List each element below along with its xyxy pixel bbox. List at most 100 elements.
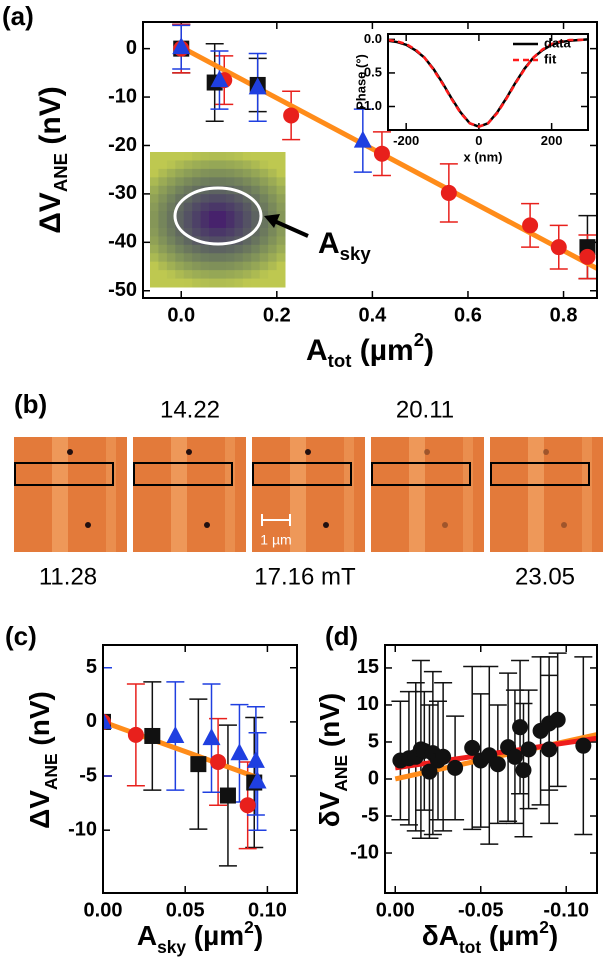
- heatmap-pixel: [158, 168, 168, 178]
- mfm-stripe: [106, 437, 116, 552]
- plot-frame: [102, 644, 298, 894]
- x-tick-label: 0.10: [248, 899, 287, 921]
- heatmap-pixel: [175, 227, 185, 237]
- skyrmion-dot: [305, 449, 311, 455]
- heatmap-pixel: [183, 219, 193, 229]
- heatmap-pixel: [192, 278, 202, 288]
- heatmap-pixel: [150, 227, 159, 237]
- heatmap-pixel: [251, 219, 261, 229]
- heatmap-pixel: [183, 177, 193, 187]
- heatmap-pixel: [183, 194, 193, 204]
- heatmap-pixel: [259, 185, 269, 195]
- heatmap-pixel: [234, 202, 244, 212]
- heatmap-pixel: [242, 236, 252, 246]
- marker: [520, 741, 537, 758]
- heatmap-pixel: [217, 160, 227, 170]
- heatmap-pixel: [200, 219, 210, 229]
- label-part: ΔV: [24, 790, 55, 829]
- heatmap-pixel: [150, 270, 159, 280]
- heatmap-pixel: [234, 270, 244, 280]
- label-part: ): [424, 334, 434, 367]
- heatmap-pixel: [183, 236, 193, 246]
- heatmap-pixel: [259, 152, 269, 161]
- track-outline: [490, 462, 590, 486]
- marker: [202, 728, 221, 746]
- heatmap-pixel: [268, 270, 278, 280]
- heatmap-pixel: [234, 211, 244, 220]
- x-tick-label: 200: [541, 133, 563, 148]
- heatmap-pixel: [158, 185, 168, 195]
- label-part: ): [254, 920, 263, 951]
- y-tick-label: -0.5: [360, 64, 382, 79]
- label-part: 2: [244, 917, 254, 937]
- skyrmion-dot: [442, 522, 448, 528]
- y-tick-label: 5: [368, 730, 379, 752]
- heatmap-pixel: [259, 219, 269, 229]
- heatmap-pixel: [217, 253, 227, 263]
- heatmap-pixel: [175, 194, 185, 204]
- x-tick-label: -0.10: [543, 899, 589, 921]
- heatmap-pixel: [242, 160, 252, 170]
- field-label: 23.05: [515, 563, 575, 590]
- heatmap-pixel: [268, 168, 278, 178]
- y-tick-label: -5: [79, 764, 97, 786]
- heatmap-pixel: [200, 194, 210, 204]
- mfm-stripe: [171, 437, 187, 552]
- track-outline: [133, 462, 233, 486]
- y-tick-label: -10: [350, 841, 379, 863]
- x-tick-label: 0.2: [263, 304, 291, 326]
- marker: [166, 725, 185, 743]
- skyrmion-dot: [323, 522, 329, 528]
- heatmap-pixel: [259, 278, 269, 288]
- heatmap-pixel: [251, 168, 261, 178]
- heatmap-pixel: [209, 278, 218, 288]
- heatmap-pixel: [276, 270, 286, 280]
- heatmap-pixel: [276, 244, 286, 254]
- heatmap-pixel: [166, 185, 176, 195]
- skyrmion-dot: [67, 449, 73, 455]
- y-tick-label: -10: [108, 85, 137, 107]
- heatmap-pixel: [192, 219, 202, 229]
- heatmap-pixel: [259, 261, 269, 271]
- label-part: (µm: [351, 334, 413, 367]
- heatmap-pixel: [183, 278, 193, 288]
- heatmap-pixel: [192, 270, 202, 280]
- heatmap-pixel: [242, 211, 252, 220]
- heatmap-pixel: [259, 236, 269, 246]
- panel-label: (c): [5, 621, 37, 651]
- heatmap-pixel: [209, 244, 218, 254]
- marker: [103, 711, 112, 729]
- heatmap-pixel: [225, 168, 235, 178]
- heatmap-pixel: [234, 160, 244, 170]
- heatmap-pixel: [166, 194, 176, 204]
- heatmap-pixel: [175, 185, 185, 195]
- x-tick-label: -0.05: [458, 899, 504, 921]
- heatmap-pixel: [166, 219, 176, 229]
- heatmap-pixel: [166, 211, 176, 220]
- skyrmion-dot: [186, 449, 192, 455]
- heatmap-pixel: [166, 261, 176, 271]
- marker: [489, 756, 506, 773]
- label-part: ANE: [50, 153, 71, 192]
- heatmap-pixel: [209, 236, 218, 246]
- x-tick-label: 0.6: [454, 304, 482, 326]
- heatmap-pixel: [225, 219, 235, 229]
- heatmap-pixel: [192, 253, 202, 263]
- marker: [440, 184, 457, 201]
- label-part: (µm: [186, 920, 244, 951]
- heatmap-pixel: [268, 160, 278, 170]
- heatmap-pixel: [251, 194, 261, 204]
- heatmap-pixel: [242, 227, 252, 237]
- heatmap-pixel: [209, 227, 218, 237]
- heatmap-pixel: [192, 244, 202, 254]
- heatmap-pixel: [166, 160, 176, 170]
- heatmap-pixel: [268, 194, 278, 204]
- heatmap-pixel: [217, 278, 227, 288]
- heatmap-pixel: [259, 160, 269, 170]
- heatmap-pixel: [251, 202, 261, 212]
- heatmap-pixel: [217, 202, 227, 212]
- marker: [283, 107, 300, 124]
- field-label: 20.11: [396, 396, 454, 423]
- chart: 0.00 0.05 0.10 5 0 -5 -10 (c): [5, 621, 298, 921]
